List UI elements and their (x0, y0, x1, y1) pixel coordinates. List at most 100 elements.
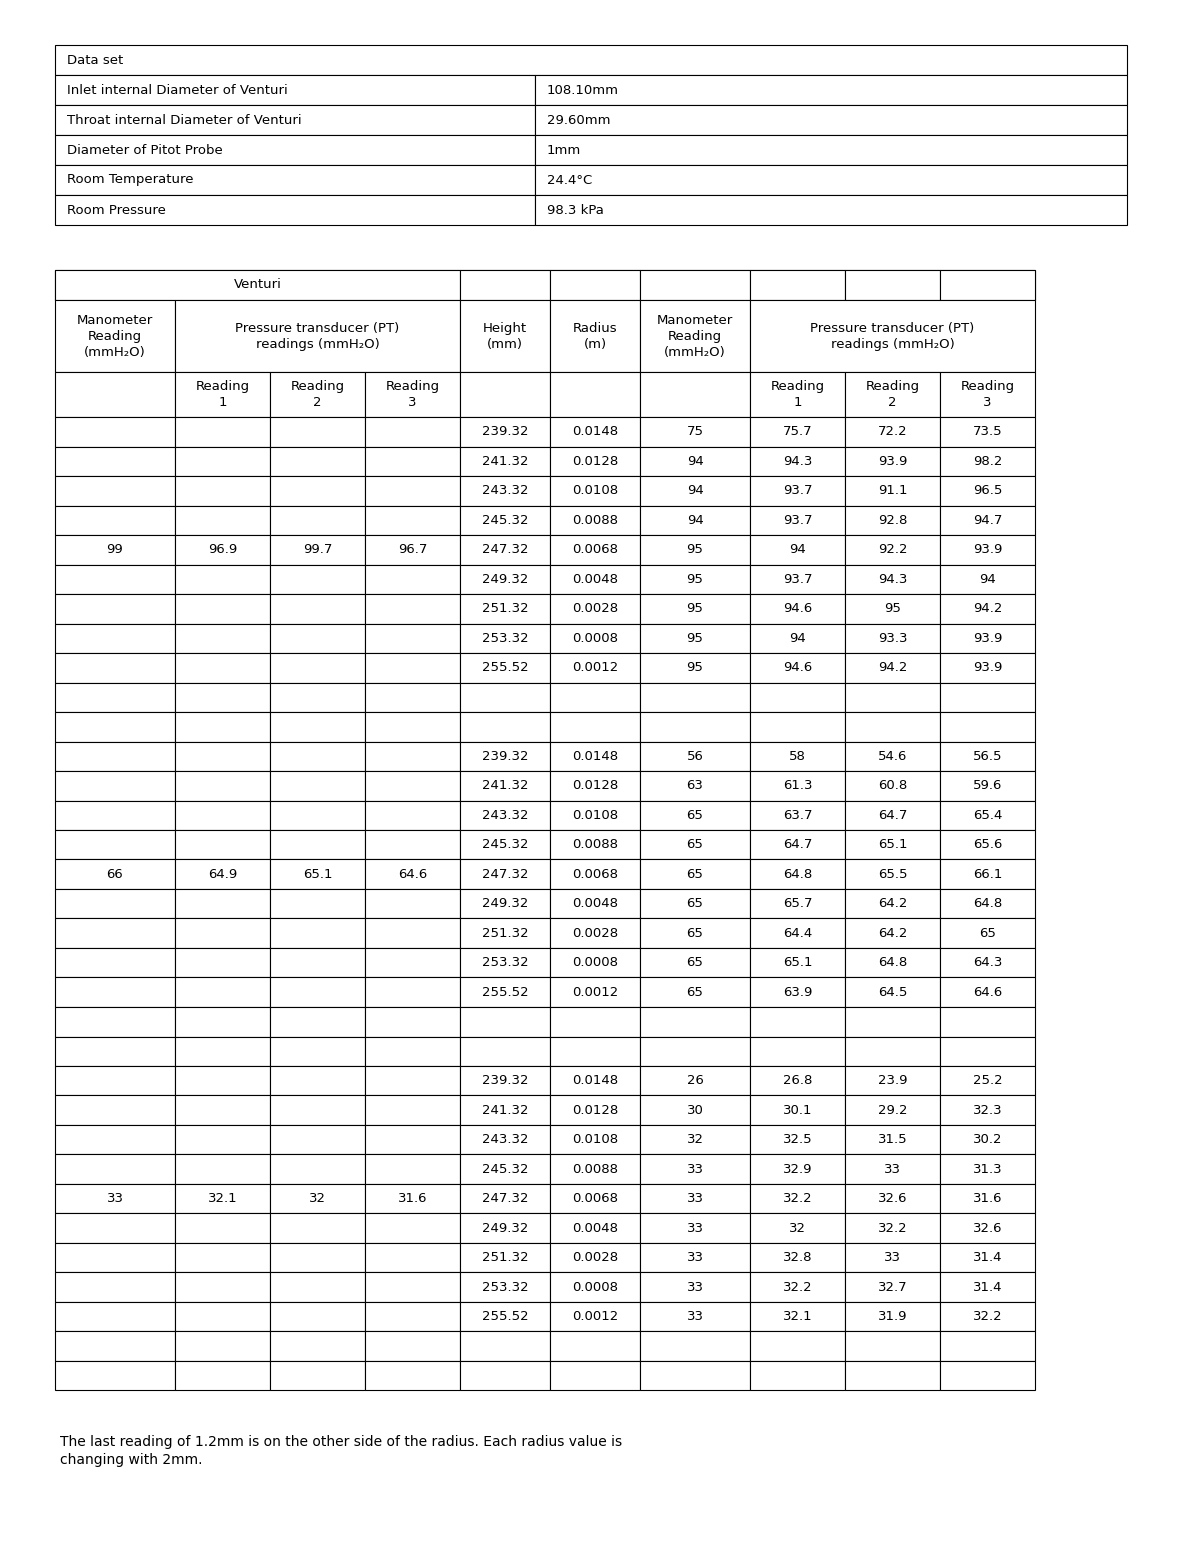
Bar (460, 683, 550, 712)
Text: 0.0108: 0.0108 (572, 485, 618, 497)
Bar (365, 446, 460, 475)
Text: 64.8: 64.8 (878, 957, 907, 969)
Text: 0.0028: 0.0028 (572, 1251, 618, 1265)
Text: 64.7: 64.7 (878, 808, 908, 822)
Bar (940, 1155, 1035, 1184)
Text: 33: 33 (687, 1192, 703, 1206)
Bar (460, 1037, 550, 1067)
Bar (751, 889, 845, 918)
Bar (940, 653, 1035, 683)
Bar (175, 1302, 269, 1331)
Bar (56, 74, 535, 105)
Text: 64.8: 64.8 (973, 898, 1002, 910)
Bar (269, 624, 365, 653)
Bar (639, 1037, 751, 1067)
Text: 32.5: 32.5 (782, 1133, 812, 1146)
Bar (639, 372, 751, 416)
Bar (940, 372, 1035, 416)
Bar (365, 536, 460, 565)
Text: 239.32: 239.32 (482, 426, 528, 438)
Text: Manometer
Reading
(mmH₂O): Manometer Reading (mmH₂O) (657, 314, 733, 359)
Text: 241.32: 241.32 (482, 779, 528, 793)
Bar (940, 475, 1035, 506)
Bar (751, 1155, 845, 1184)
Bar (460, 624, 550, 653)
Text: 65.5: 65.5 (878, 868, 908, 881)
Bar (751, 1331, 845, 1361)
Text: 93.9: 93.9 (973, 632, 1002, 646)
Bar (845, 475, 940, 506)
Bar (940, 1096, 1035, 1125)
Bar (175, 446, 269, 475)
Bar (845, 741, 940, 771)
Bar (460, 1067, 550, 1096)
Bar (940, 565, 1035, 594)
Bar (460, 1272, 550, 1302)
Bar (460, 1331, 550, 1361)
Bar (751, 416, 845, 446)
Bar (845, 446, 940, 475)
Bar (365, 1067, 460, 1096)
Bar (175, 889, 269, 918)
Bar (845, 800, 940, 830)
Bar (639, 269, 751, 300)
Bar (460, 918, 550, 947)
Bar (550, 741, 639, 771)
Text: Venturi: Venturi (234, 279, 281, 291)
Bar (639, 977, 751, 1008)
Bar (639, 536, 751, 565)
Text: 94: 94 (790, 632, 806, 646)
Bar (365, 712, 460, 741)
Bar (460, 712, 550, 741)
Bar (269, 565, 365, 594)
Text: 96.9: 96.9 (208, 543, 238, 556)
Bar (460, 1184, 550, 1214)
Bar (751, 475, 845, 506)
Bar (751, 1302, 845, 1331)
Text: 32.2: 32.2 (878, 1221, 908, 1235)
Text: 0.0028: 0.0028 (572, 602, 618, 615)
Bar (639, 1184, 751, 1214)
Text: 0.0028: 0.0028 (572, 927, 618, 940)
Bar (550, 859, 639, 889)
Bar (639, 947, 751, 977)
Bar (175, 1243, 269, 1272)
Bar (550, 1272, 639, 1302)
Bar (751, 741, 845, 771)
Bar (56, 1125, 175, 1155)
Text: 56.5: 56.5 (973, 749, 1002, 763)
Bar (550, 624, 639, 653)
Text: 30: 30 (687, 1104, 703, 1116)
Text: 0.0128: 0.0128 (572, 1104, 618, 1116)
Bar (365, 947, 460, 977)
Bar (460, 1361, 550, 1390)
Bar (175, 536, 269, 565)
Bar (365, 1155, 460, 1184)
Text: 99.7: 99.7 (303, 543, 332, 556)
Bar (56, 536, 175, 565)
Text: 245.32: 245.32 (482, 839, 528, 851)
Bar (845, 771, 940, 800)
Bar (56, 741, 175, 771)
Bar (460, 977, 550, 1008)
Text: 32.3: 32.3 (973, 1104, 1002, 1116)
Bar (460, 1125, 550, 1155)
Bar (56, 1155, 175, 1184)
Bar (845, 269, 940, 300)
Bar (639, 918, 751, 947)
Text: The last reading of 1.2mm is on the other side of the radius. Each radius value : The last reading of 1.2mm is on the othe… (60, 1435, 622, 1468)
Bar (56, 195, 535, 224)
Bar (940, 1331, 1035, 1361)
Bar (639, 594, 751, 624)
Bar (56, 372, 175, 416)
Bar (639, 653, 751, 683)
Bar (460, 653, 550, 683)
Bar (550, 889, 639, 918)
Text: 0.0012: 0.0012 (572, 986, 618, 998)
Bar (639, 1125, 751, 1155)
Text: 31.3: 31.3 (973, 1163, 1002, 1176)
Text: 93.9: 93.9 (973, 661, 1002, 675)
Text: 54.6: 54.6 (878, 749, 908, 763)
Text: 59.6: 59.6 (973, 779, 1002, 793)
Bar (550, 475, 639, 506)
